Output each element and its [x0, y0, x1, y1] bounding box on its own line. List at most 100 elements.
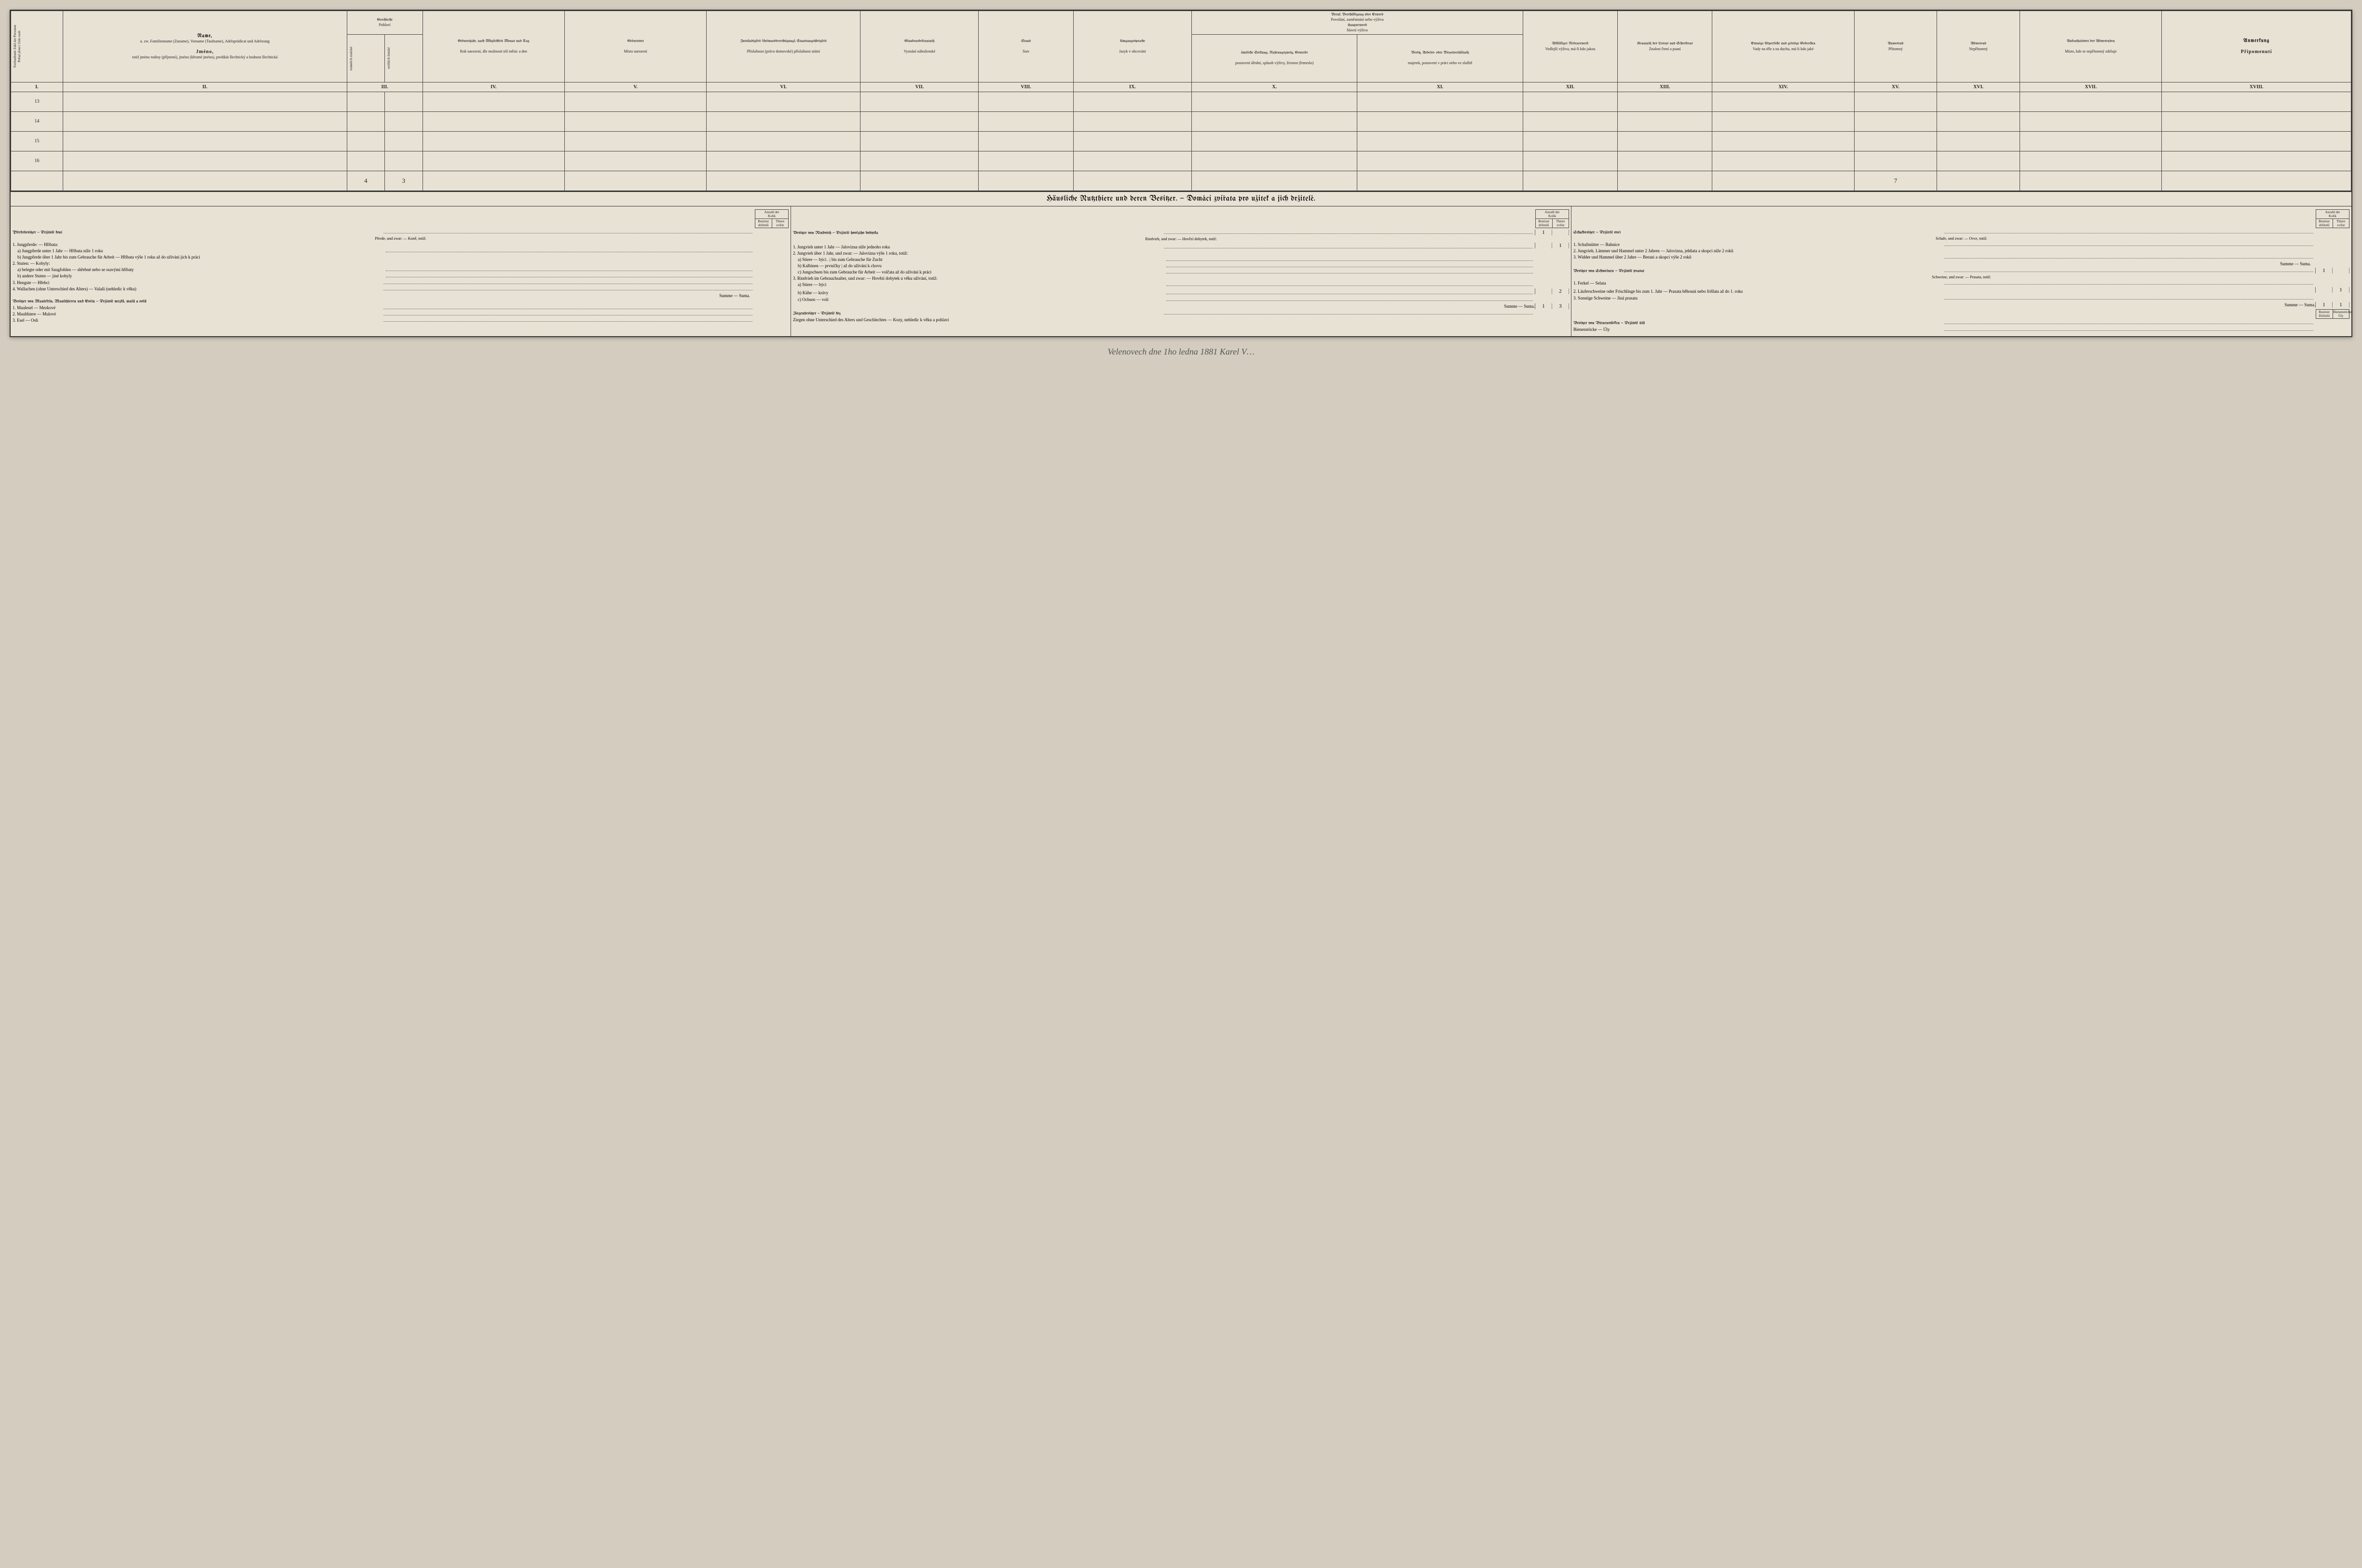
c2-i1: 1. Jungvieh unter 1 Jahr — Jalovizna níž…	[793, 245, 1162, 249]
h2-de-t: Name,	[197, 33, 212, 39]
cell	[63, 92, 347, 111]
cb2-r: Thiere	[1556, 219, 1565, 223]
c2-sub: Rindvieh, und zwar: — Hovězí dobytek, to…	[793, 237, 1569, 241]
cell	[979, 111, 1073, 131]
cb1-r: Thiere	[776, 219, 784, 223]
rn-16: XVI.	[1937, 82, 2020, 92]
cell	[1073, 92, 1191, 111]
rn-10: X.	[1192, 82, 1357, 92]
rn-2: II.	[63, 82, 347, 92]
cell	[707, 151, 860, 171]
cell	[1937, 131, 2020, 151]
cell	[1073, 131, 1191, 151]
cell	[979, 131, 1073, 151]
person-row: 14	[11, 111, 2351, 131]
c1-m3: 3. Esel — Osli	[13, 318, 382, 323]
cell	[2020, 111, 2162, 131]
c3-sb: 1	[2316, 302, 2333, 308]
row-number: 13	[11, 92, 63, 111]
c3-bee-h: Besitzer von Bienenstöcken — Držitolé úl…	[1573, 321, 1942, 326]
cb2-tc: Kolik	[1548, 214, 1556, 218]
c1-sum: Summe — Suma.	[13, 293, 789, 298]
cell	[1618, 111, 1712, 131]
rn-12: XII.	[1523, 82, 1617, 92]
c3-st: 1	[2333, 302, 2349, 308]
h6-de: Zuständigkeit (Heimatsberechtigung), Sta…	[740, 40, 827, 43]
persons-table: Fortlaufende Zahl der PersonenPořad jdou…	[11, 11, 2351, 191]
c1-i1b: b) Jungpferde über 1 Jahr bis zum Gebrau…	[13, 255, 754, 259]
c3-p1: 1. Ferkel — Selata	[1573, 281, 1942, 286]
cell	[1712, 92, 1854, 111]
h3-de: Geschlecht	[377, 18, 393, 22]
h13-de: Kenntniß des Lesens und Schreibens	[1637, 42, 1693, 46]
person-row: 16	[11, 151, 2351, 171]
cell	[423, 151, 564, 171]
person-row: 13	[11, 92, 2351, 111]
cell	[1618, 131, 1712, 151]
cell	[1192, 131, 1357, 151]
cell	[1712, 151, 1854, 171]
cell	[2162, 131, 2351, 151]
cell	[979, 92, 1073, 111]
c1-i2a: a) belegte oder mit Saugfohlen — shřebné…	[13, 267, 384, 272]
cell	[1073, 151, 1191, 171]
c3-pig-sub: Schweine, und zwar: — Prasata, totiž:	[1573, 275, 2349, 279]
cb2-l: Besitzer	[1538, 219, 1549, 223]
cell	[564, 92, 706, 111]
cell	[1937, 151, 2020, 171]
cell	[1712, 111, 1854, 131]
c2-h: Besitzer von Rindvieh — Držitelé hovězíh…	[793, 231, 1162, 235]
cell	[1357, 111, 1523, 131]
cell	[860, 92, 979, 111]
h14-cz: Vady na těle a na duchu, má-li kdo jaké	[1753, 47, 1814, 51]
cell	[1712, 131, 1854, 151]
cell	[1854, 131, 1937, 151]
cell	[347, 92, 384, 111]
h17-de: Aufenthaltsort des Abwesenden	[2067, 40, 2115, 43]
h18-de: Anmerkung	[2243, 38, 2270, 43]
h2-de-s: u. zw. Familienname (Zuname), Vorname (T…	[140, 39, 270, 43]
cell	[347, 111, 384, 131]
h14-de: Etwaige körperliche und geistige Gebrech…	[1751, 42, 1815, 46]
h4-cz: Rok narození, dle možnosti též měsíc a d…	[460, 49, 527, 54]
h11-de: Besitz, Arbeits- oder Dienstverhältniß	[1411, 51, 1469, 55]
cell	[1937, 92, 2020, 111]
h18-cz: Připomenutí	[2241, 49, 2272, 55]
cb3-t: Anzahl der	[2325, 210, 2340, 214]
c3-p2-v: 1	[2333, 287, 2349, 293]
sheep-column: Anzahl derKolikBesitzerdržitelůThierezví…	[1571, 206, 2351, 336]
h8-cz: Stav	[1023, 49, 1029, 54]
h12-cz: Vedlejší výživa, má-li kdo jakou	[1545, 47, 1596, 51]
c2-sum: Summe — Suma.	[793, 304, 1535, 309]
total-xv: 7	[1854, 171, 1937, 191]
c1-mules: Besitzer von Maulefeln, Maulthieren und …	[13, 300, 754, 304]
cb1-l: Besitzer	[758, 219, 769, 223]
c2-i2: 2. Jungvieh über 1 Jahr, und zwar: — Jal…	[793, 251, 1569, 256]
c1-sub: Pferde, und zwar: — Koně, totiž:	[13, 236, 789, 241]
h1011-de: Beruf, Beschäftigung oder Erwerb	[1331, 13, 1383, 17]
cell	[347, 131, 384, 151]
h13-cz: Znalost čtení a psaní	[1649, 47, 1681, 51]
h2-cz-t: Jméno,	[196, 49, 214, 55]
cb2-rc: zvířat	[1556, 223, 1564, 227]
cb4-l: Besitzer	[2319, 310, 2330, 314]
h3-cz: Pohlaví	[379, 23, 390, 27]
c1-i1: 1. Jungpferde: — Hříbata:	[13, 242, 789, 247]
cb3-lc: držitelů	[2319, 223, 2329, 227]
total-female: 3	[385, 171, 423, 191]
c2-goat-h: Ziegenbesitzer — Držitolé koz	[793, 312, 1162, 316]
h10-cz: postavení úřední, spůsob výživy, živnost…	[1235, 61, 1313, 65]
c1-i2b: b) andere Stuten — jiné kobyly	[13, 273, 384, 278]
cell	[423, 92, 564, 111]
cell	[860, 151, 979, 171]
cell	[1523, 151, 1617, 171]
cell	[1937, 111, 2020, 131]
cell	[1192, 111, 1357, 131]
h3f-de: weiblich	[387, 57, 391, 69]
c2-i3b-v: 2	[1552, 288, 1569, 294]
c3-sub: Schafe, und zwar: — Ovce, totiž:	[1573, 236, 2349, 241]
c1-m2: 2. Maulthiere — Mulové	[13, 312, 382, 316]
cell	[385, 131, 423, 151]
c2-i2b: b) Kalbinen — prvničky | až do užívání k…	[793, 263, 1164, 268]
cell	[63, 111, 347, 131]
